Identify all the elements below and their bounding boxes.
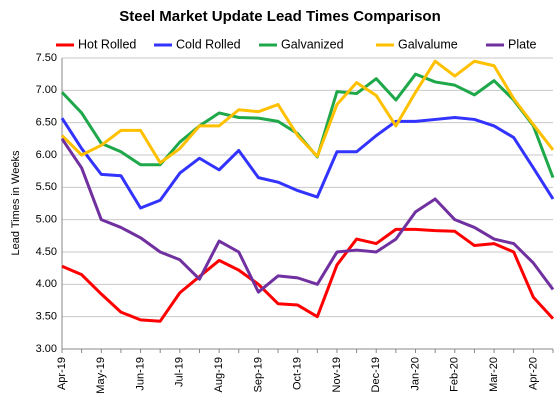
x-tick-label: Jul-19	[174, 357, 186, 387]
y-tick-label: 5.50	[36, 181, 57, 193]
x-tick-label: Aug-19	[213, 357, 225, 392]
legend-label: Galvanized	[281, 37, 344, 51]
x-tick-label: Jun-19	[134, 357, 146, 391]
y-tick-label: 7.00	[36, 84, 57, 96]
y-tick-label: 6.50	[36, 117, 57, 129]
legend-label: Cold Rolled	[176, 37, 241, 51]
y-tick-label: 7.50	[36, 52, 57, 64]
series-line	[60, 115, 555, 210]
x-tick-label: Mar-20	[488, 357, 500, 392]
x-tick-label: Oct-19	[292, 357, 304, 390]
x-tick-label: Nov-19	[331, 357, 343, 392]
x-tick-label: May-19	[95, 357, 107, 394]
series-line	[61, 227, 555, 323]
legend-label: Plate	[508, 37, 537, 51]
y-tick-label: 4.00	[36, 278, 57, 290]
x-tick-label: Apr-20	[527, 357, 539, 390]
legend-label: Galvalume	[398, 37, 458, 51]
y-tick-label: 3.00	[36, 343, 57, 355]
series-line	[60, 137, 555, 294]
series-line	[60, 72, 555, 179]
x-tick-label: Apr-19	[56, 357, 68, 390]
legend-label: Hot Rolled	[78, 37, 136, 51]
chart-title: Steel Market Update Lead Times Compariso…	[119, 8, 440, 25]
y-axis-label: Lead Times in Weeks	[10, 150, 22, 255]
y-tick-label: 3.50	[36, 311, 57, 323]
x-tick-label: Dec-19	[370, 357, 382, 392]
x-tick-label: Jan-20	[409, 357, 421, 391]
y-tick-label: 4.50	[36, 246, 57, 258]
x-tick-label: Feb-20	[449, 357, 461, 392]
series-line	[60, 59, 555, 165]
y-tick-label: 5.00	[36, 214, 57, 226]
y-tick-label: 6.00	[36, 149, 57, 161]
x-tick-label: Sep-19	[252, 357, 264, 392]
